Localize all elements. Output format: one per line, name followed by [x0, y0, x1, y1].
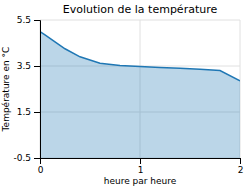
tick: 1.5 [17, 107, 40, 117]
x-axis-title: heure par heure [104, 176, 177, 186]
axis-line [41, 159, 241, 165]
tick-mark [34, 112, 40, 113]
line [40, 32, 240, 81]
x-axis: 0 1 2 [38, 158, 244, 175]
tick-label: 1 [138, 165, 144, 175]
chart: 0 1 2 -0.5 1.5 3.5 5.5 Evolution de la températ… [0, 0, 250, 188]
grid [40, 20, 240, 158]
y-axis: -0.5 1.5 3.5 5.5 [13, 15, 40, 163]
plot: 0 1 2 -0.5 1.5 3.5 5.5 [13, 15, 243, 175]
tick-mark [140, 158, 141, 164]
y-axis-title: Température en °C [1, 47, 11, 133]
tick-mark [240, 158, 241, 164]
tick: 5.5 [17, 15, 40, 25]
tick: 0 [38, 158, 44, 175]
tick-mark [34, 66, 40, 67]
marks [40, 32, 240, 159]
tick-label: 2 [238, 165, 244, 175]
tick-label: 0 [38, 165, 44, 175]
tick: -0.5 [13, 153, 40, 163]
tick: 3.5 [17, 61, 40, 71]
tick-label: -0.5 [13, 153, 31, 163]
tick-mark [34, 20, 40, 21]
grid-line [40, 20, 240, 21]
tick-mark [34, 158, 40, 159]
tick-label: 1.5 [17, 107, 31, 117]
tick-label: 3.5 [17, 61, 31, 71]
tick: 2 [238, 158, 244, 175]
area [40, 32, 240, 159]
title: Evolution de la température [63, 3, 218, 16]
axis-line [34, 21, 41, 159]
tick: 1 [138, 158, 144, 175]
tick-label: 5.5 [17, 15, 31, 25]
